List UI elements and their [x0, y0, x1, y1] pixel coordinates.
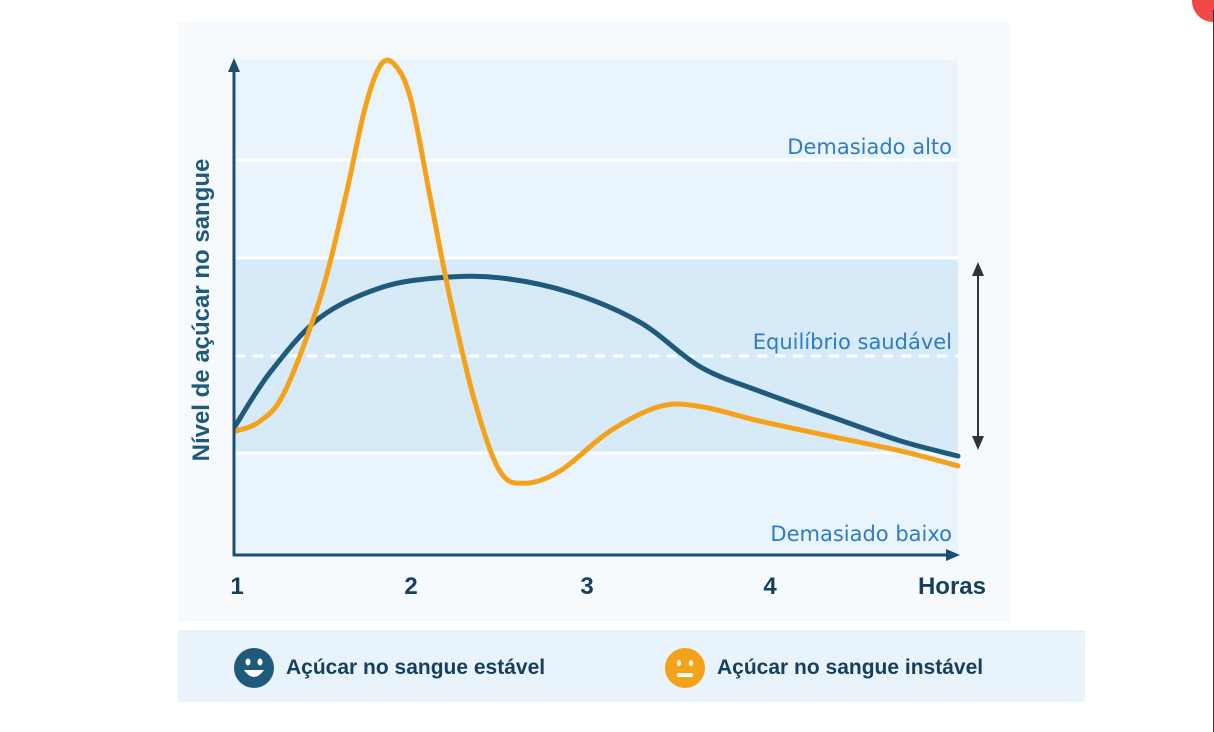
zone-label-healthy: Equilíbrio saudável: [753, 330, 952, 354]
axes: [228, 58, 960, 561]
legend: Açúcar no sangue estável Açúcar no sangu…: [178, 630, 1085, 702]
healthy-range-arrow-icon: [972, 262, 984, 450]
x-tick-label: 1: [230, 573, 243, 600]
neutral-face-icon: [665, 648, 705, 688]
series-lines: [232, 57, 961, 486]
x-tick-label: 2: [404, 573, 417, 600]
x-tick-label: 3: [580, 573, 593, 600]
x-tick-label: 4: [763, 573, 777, 600]
x-axis-label: Horas: [918, 573, 986, 600]
y-axis-label: Nível de açúcar no sangue: [188, 159, 215, 462]
legend-label-unstable: Açúcar no sangue instável: [717, 656, 984, 679]
legend-item-stable: Açúcar no sangue estável: [234, 648, 545, 688]
zone-label-low: Demasiado baixo: [770, 522, 952, 546]
series-line-stable: [232, 273, 961, 459]
zone-labels: Demasiado alto Equilíbrio saudável Demas…: [753, 135, 952, 546]
legend-label-stable: Açúcar no sangue estável: [286, 656, 546, 679]
legend-item-unstable: Açúcar no sangue instável: [665, 648, 983, 688]
zone-label-high: Demasiado alto: [787, 135, 952, 159]
y-axis-arrow-icon: [228, 58, 240, 72]
series-line-unstable: [232, 57, 961, 486]
x-tick-labels: 1 2 3 4 Horas: [230, 573, 986, 600]
x-axis-arrow-icon: [946, 549, 960, 561]
smiley-face-icon: [234, 648, 274, 688]
